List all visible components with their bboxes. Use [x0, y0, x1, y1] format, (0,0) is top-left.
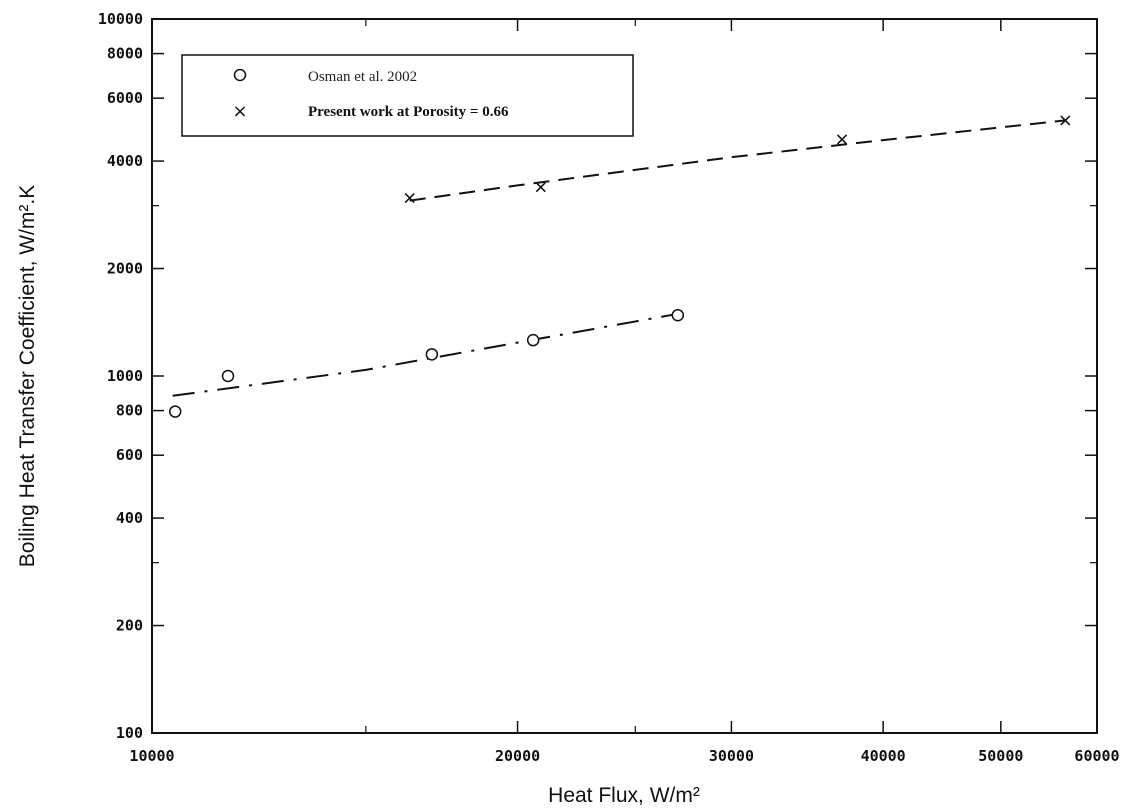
x-tick-label: 40000 [861, 747, 906, 765]
osman-data-point [221, 369, 235, 383]
present-work-data-point [404, 193, 415, 204]
y-tick-label: 600 [116, 446, 143, 464]
y-tick-label: 2000 [107, 260, 143, 278]
y-tick-label: 8000 [107, 45, 143, 63]
present-work-fit-line [409, 119, 1066, 202]
present-work-data-point [836, 134, 848, 145]
cross-stroke [535, 182, 546, 193]
legend-label-present-work: Present work at Porosity = 0.66 [308, 104, 509, 120]
y-axis-title: Boiling Heat Transfer Coefficient, W/m².… [16, 185, 39, 567]
legend: Osman et al. 2002 × Present work at Poro… [181, 54, 634, 137]
osman-data-point [671, 308, 685, 322]
cross-stroke [836, 134, 848, 145]
x-tick-label: 30000 [709, 747, 754, 765]
legend-label-osman: Osman et al. 2002 [308, 69, 417, 85]
data-markers [168, 115, 1071, 418]
y-tick-label: 800 [116, 402, 143, 420]
x-tick-label: 60000 [1074, 747, 1119, 765]
osman-data-point [526, 333, 540, 347]
legend-cross-icon: × [232, 101, 247, 122]
y-tick-label: 10000 [98, 10, 143, 28]
y-tick-label: 200 [116, 617, 143, 635]
x-axis-title: Heat Flux, W/m² [548, 784, 700, 807]
y-tick-label: 400 [116, 509, 143, 527]
osman-data-point [168, 405, 182, 418]
x-tick-label: 50000 [978, 747, 1023, 765]
axis-ticks [151, 18, 1098, 734]
x-tick-labels: 10000 20000 30000 40000 50000 60000 [129, 747, 1119, 765]
y-tick-label: 100 [116, 724, 143, 742]
cross-stroke [404, 193, 415, 204]
present-work-data-point [535, 182, 546, 193]
y-tick-label: 6000 [107, 89, 143, 107]
x-tick-label: 10000 [129, 747, 174, 765]
fit-lines [172, 119, 1066, 397]
x-tick-label: 20000 [495, 747, 540, 765]
legend-box [181, 54, 634, 137]
present-work-data-point [1060, 115, 1071, 126]
osman-fit-line [172, 313, 677, 397]
legend-circle-icon [233, 68, 247, 82]
y-tick-label: 4000 [107, 152, 143, 170]
y-tick-label: 1000 [107, 367, 143, 385]
y-tick-labels: 100 200 400 600 800 1000 2000 4000 6000 8000 10000 [98, 10, 143, 742]
cross-stroke [1060, 115, 1071, 126]
osman-data-point [425, 348, 439, 361]
